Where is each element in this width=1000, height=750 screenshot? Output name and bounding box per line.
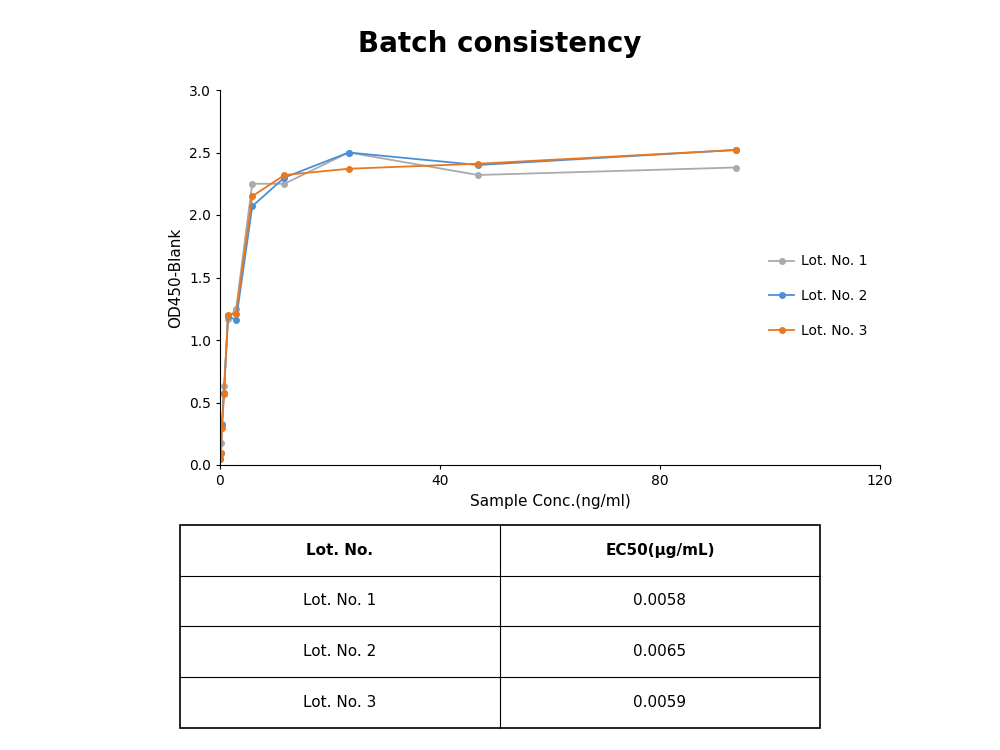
Lot. No. 2 — [343, 148, 355, 157]
Lot. No. 3 — [215, 448, 227, 457]
Lot. No. 1 — [730, 163, 742, 172]
Text: Lot. No. 3: Lot. No. 3 — [303, 694, 377, 709]
Lot. No. 1 — [222, 314, 234, 323]
Lot. No. 3 — [730, 146, 742, 154]
Legend: Lot. No. 1, Lot. No. 2, Lot. No. 3: Lot. No. 1, Lot. No. 2, Lot. No. 3 — [764, 249, 873, 344]
Lot. No. 3 — [343, 164, 355, 173]
Lot. No. 2 — [472, 160, 484, 170]
Lot. No. 3 — [222, 310, 234, 320]
Text: 0.0059: 0.0059 — [633, 694, 687, 709]
Lot. No. 2 — [730, 146, 742, 154]
Text: EC50(μg/mL): EC50(μg/mL) — [605, 543, 715, 558]
Lot. No. 1 — [278, 179, 290, 188]
Text: Batch consistency: Batch consistency — [358, 30, 642, 58]
Lot. No. 3 — [230, 309, 242, 318]
Lot. No. 1 — [218, 382, 230, 391]
Line: Lot. No. 1: Lot. No. 1 — [218, 150, 738, 458]
Lot. No. 1 — [472, 170, 484, 179]
Text: 0.0058: 0.0058 — [634, 593, 686, 608]
Lot. No. 1 — [343, 148, 355, 157]
Lot. No. 3 — [214, 454, 226, 464]
Lot. No. 3 — [246, 192, 258, 201]
Lot. No. 3 — [472, 159, 484, 168]
Lot. No. 1 — [246, 179, 258, 188]
Lot. No. 2 — [214, 454, 226, 464]
X-axis label: Sample Conc.(ng/ml): Sample Conc.(ng/ml) — [470, 494, 630, 508]
Text: Lot. No. 1: Lot. No. 1 — [303, 593, 377, 608]
Line: Lot. No. 3: Lot. No. 3 — [218, 147, 738, 461]
Y-axis label: OD450-Blank: OD450-Blank — [168, 227, 183, 328]
Lot. No. 2 — [216, 421, 228, 430]
Lot. No. 1 — [214, 451, 226, 460]
Lot. No. 2 — [230, 316, 242, 325]
Lot. No. 1 — [230, 304, 242, 313]
Lot. No. 3 — [216, 423, 228, 432]
Lot. No. 2 — [222, 312, 234, 321]
Lot. No. 1 — [215, 438, 227, 447]
Lot. No. 3 — [218, 389, 230, 398]
Lot. No. 1 — [216, 419, 228, 428]
Line: Lot. No. 2: Lot. No. 2 — [218, 147, 738, 461]
Text: 0.0065: 0.0065 — [633, 644, 687, 659]
Lot. No. 2 — [278, 173, 290, 182]
Text: Lot. No. 2: Lot. No. 2 — [303, 644, 377, 659]
Lot. No. 2 — [218, 388, 230, 397]
Text: Lot. No.: Lot. No. — [306, 543, 374, 558]
Lot. No. 2 — [246, 202, 258, 211]
Lot. No. 2 — [215, 448, 227, 457]
Lot. No. 3 — [278, 170, 290, 179]
